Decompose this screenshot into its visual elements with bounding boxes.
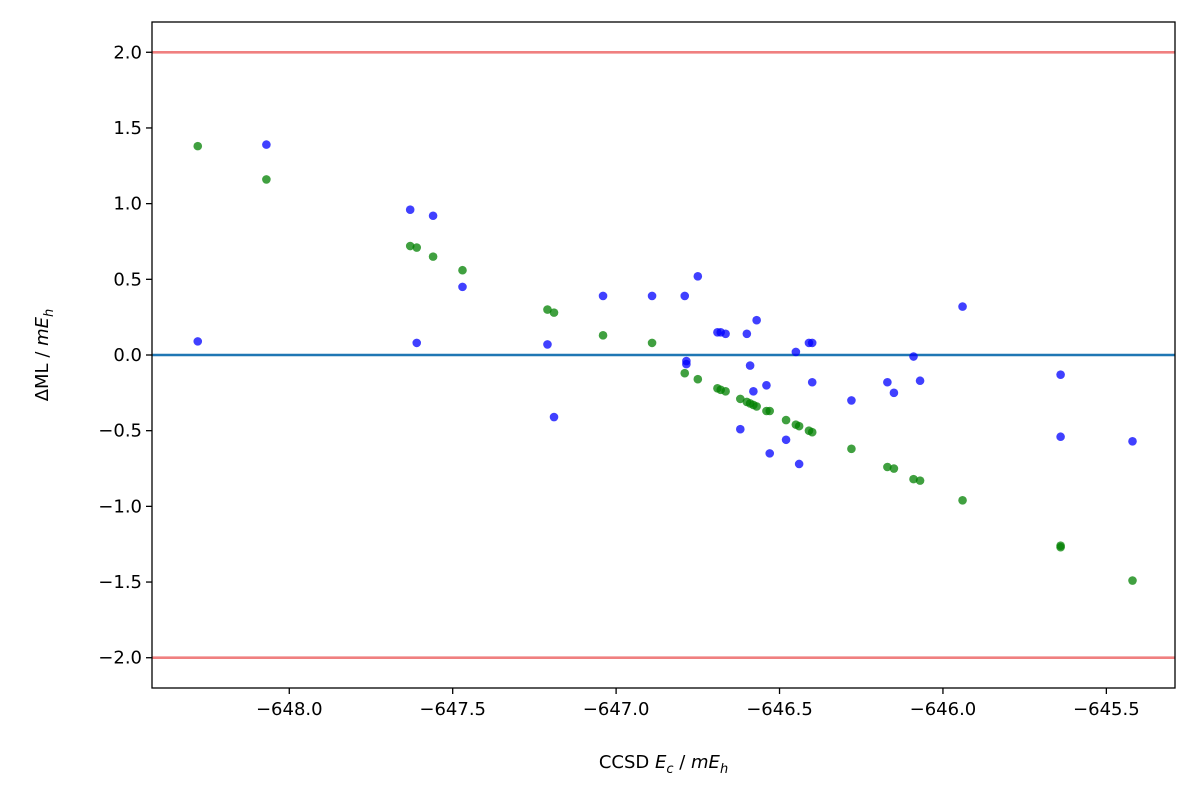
data-point-s0-17 <box>736 424 745 434</box>
data-point-s1-5 <box>458 265 467 275</box>
data-point-s0-24 <box>781 435 791 445</box>
data-point-s1-4 <box>428 252 438 261</box>
x-tick-label: −645.5 <box>1073 699 1140 720</box>
data-point-s1-24 <box>794 421 804 431</box>
data-point-s0-31 <box>883 377 892 387</box>
data-point-s0-23 <box>765 449 775 458</box>
y-axis-label: ΔML / mEh <box>32 309 57 402</box>
data-point-s1-19 <box>752 402 761 411</box>
y-axis-label-main: ΔML <box>32 363 53 401</box>
data-point-s1-32 <box>958 496 967 505</box>
y-axis-label-sep: / <box>32 346 53 364</box>
data-point-s1-35 <box>1128 576 1137 585</box>
data-point-s1-30 <box>909 474 918 484</box>
data-point-s1-9 <box>647 338 657 348</box>
data-point-s1-0 <box>193 141 203 151</box>
y-tick-label: −1.0 <box>98 496 142 517</box>
data-point-s1-14 <box>721 387 730 396</box>
data-point-s0-29 <box>807 377 817 387</box>
data-point-s1-3 <box>412 243 422 252</box>
data-point-s1-29 <box>889 464 899 473</box>
data-points <box>193 140 1137 585</box>
data-point-s1-6 <box>543 305 552 314</box>
data-point-s1-28 <box>883 462 892 472</box>
y-axis-label-unit: mE <box>32 316 53 346</box>
x-tick-label: −646.5 <box>746 699 813 720</box>
data-point-s0-13 <box>693 271 703 281</box>
data-point-s0-26 <box>794 459 804 469</box>
x-axis-label-var: E <box>655 752 667 773</box>
data-point-s0-28 <box>807 338 817 348</box>
data-point-s1-27 <box>847 444 856 454</box>
data-point-s1-2 <box>405 241 415 251</box>
data-point-s1-8 <box>598 331 608 340</box>
data-point-s1-10 <box>680 368 690 378</box>
x-tick-label: −647.0 <box>583 699 650 720</box>
y-axis-label-unit-sub: h <box>42 309 57 317</box>
data-point-s0-33 <box>909 352 918 361</box>
data-point-s0-5 <box>458 282 467 292</box>
data-point-s0-35 <box>958 302 967 311</box>
data-point-s0-32 <box>889 388 899 398</box>
x-axis-ticks: −648.0 −647.5 −647.0 −646.5 −646.0 −645.5 <box>256 688 1140 720</box>
x-axis-label-unit-sub: h <box>720 762 728 777</box>
y-tick-label: −0.5 <box>98 421 142 442</box>
data-point-s1-34 <box>1056 542 1065 552</box>
data-point-s1-11 <box>693 374 703 384</box>
data-point-s0-0 <box>193 337 203 346</box>
x-axis-label-unit: mE <box>691 752 721 773</box>
data-point-s0-18 <box>742 329 752 339</box>
data-point-s1-21 <box>765 406 775 416</box>
y-tick-label: 1.5 <box>113 118 142 139</box>
data-point-s0-21 <box>752 315 761 325</box>
data-point-s1-31 <box>915 476 925 485</box>
x-axis-label-main: CCSD <box>599 752 655 773</box>
x-axis-label: CCSD Ec / mEh <box>599 752 728 777</box>
data-point-s0-10 <box>680 291 690 301</box>
data-point-s0-37 <box>1056 432 1065 442</box>
data-point-s0-16 <box>721 329 730 339</box>
data-point-s0-9 <box>647 291 657 301</box>
data-point-s0-20 <box>749 387 758 396</box>
x-axis-label-sub: c <box>666 762 673 777</box>
data-point-s0-22 <box>762 380 771 390</box>
x-tick-label: −646.0 <box>910 699 977 720</box>
data-point-s1-15 <box>736 394 745 404</box>
data-point-s0-8 <box>598 291 608 301</box>
data-point-s0-34 <box>915 376 925 386</box>
data-point-s1-1 <box>262 175 271 184</box>
data-point-s1-26 <box>807 427 817 437</box>
data-point-s0-1 <box>262 140 271 149</box>
data-point-s0-6 <box>543 340 552 349</box>
data-point-s1-7 <box>549 308 559 317</box>
data-point-s1-22 <box>781 415 791 425</box>
data-point-s0-7 <box>549 412 559 422</box>
x-tick-label: −647.5 <box>419 699 486 720</box>
data-point-s0-4 <box>428 211 438 221</box>
data-point-s0-3 <box>412 338 422 348</box>
data-point-s0-19 <box>745 361 755 370</box>
x-tick-label: −648.0 <box>256 699 323 720</box>
x-axis-label-sep: / <box>674 752 692 773</box>
y-tick-label: 1.0 <box>113 194 142 215</box>
data-point-s0-38 <box>1128 436 1137 446</box>
data-point-s0-25 <box>791 347 801 357</box>
y-axis-ticks: 2.0 1.5 1.0 0.5 0.0 −0.5 −1.0 −1.5 −2.0 <box>98 42 152 669</box>
data-point-s0-36 <box>1056 370 1065 379</box>
reference-lines <box>152 50 1175 660</box>
y-tick-label: −1.5 <box>98 572 142 593</box>
y-tick-label: −2.0 <box>98 648 142 669</box>
data-point-s0-12 <box>682 359 691 369</box>
data-point-s0-30 <box>847 396 856 405</box>
y-tick-label: 2.0 <box>113 42 142 63</box>
data-point-s0-2 <box>405 205 415 214</box>
y-tick-label: 0.0 <box>113 345 142 366</box>
y-tick-label: 0.5 <box>113 269 142 290</box>
